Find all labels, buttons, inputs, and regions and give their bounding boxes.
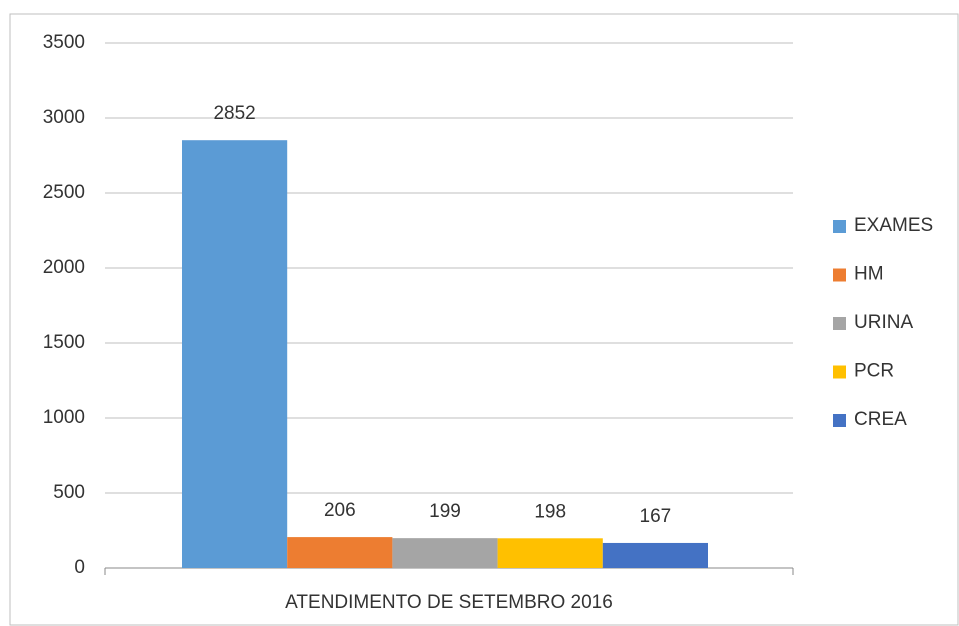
y-tick-label: 3500 xyxy=(43,32,85,53)
data-label: 167 xyxy=(640,506,672,527)
y-tick-label: 1000 xyxy=(43,407,85,428)
y-tick-label: 500 xyxy=(53,482,85,503)
bar xyxy=(287,537,393,568)
legend-label: CREA xyxy=(854,409,907,430)
bar xyxy=(602,542,708,568)
chart-frame xyxy=(9,13,959,626)
data-label: 198 xyxy=(534,501,566,522)
legend-swatch xyxy=(833,317,846,330)
bar xyxy=(182,140,288,568)
legend-swatch xyxy=(833,365,846,379)
legend-swatch xyxy=(833,414,846,427)
legend-swatch xyxy=(833,220,846,233)
legend-label: PCR xyxy=(854,361,894,382)
legend-swatch xyxy=(833,268,846,282)
y-tick-label: 0 xyxy=(74,557,85,578)
y-tick-label: 1500 xyxy=(43,332,85,353)
legend-label: URINA xyxy=(854,312,913,333)
bar xyxy=(497,538,603,568)
y-tick-label: 3000 xyxy=(43,107,85,128)
legend-label: HM xyxy=(854,264,884,285)
x-tick-label: ATENDIMENTO DE SETEMBRO 2016 xyxy=(285,592,613,613)
data-label: 2852 xyxy=(213,103,255,124)
y-tick-label: 2000 xyxy=(43,257,85,278)
data-label: 206 xyxy=(324,500,356,521)
legend-label: EXAMES xyxy=(854,215,933,236)
data-label: 199 xyxy=(429,501,461,522)
y-tick-label: 2500 xyxy=(43,182,85,203)
bar xyxy=(392,538,498,568)
